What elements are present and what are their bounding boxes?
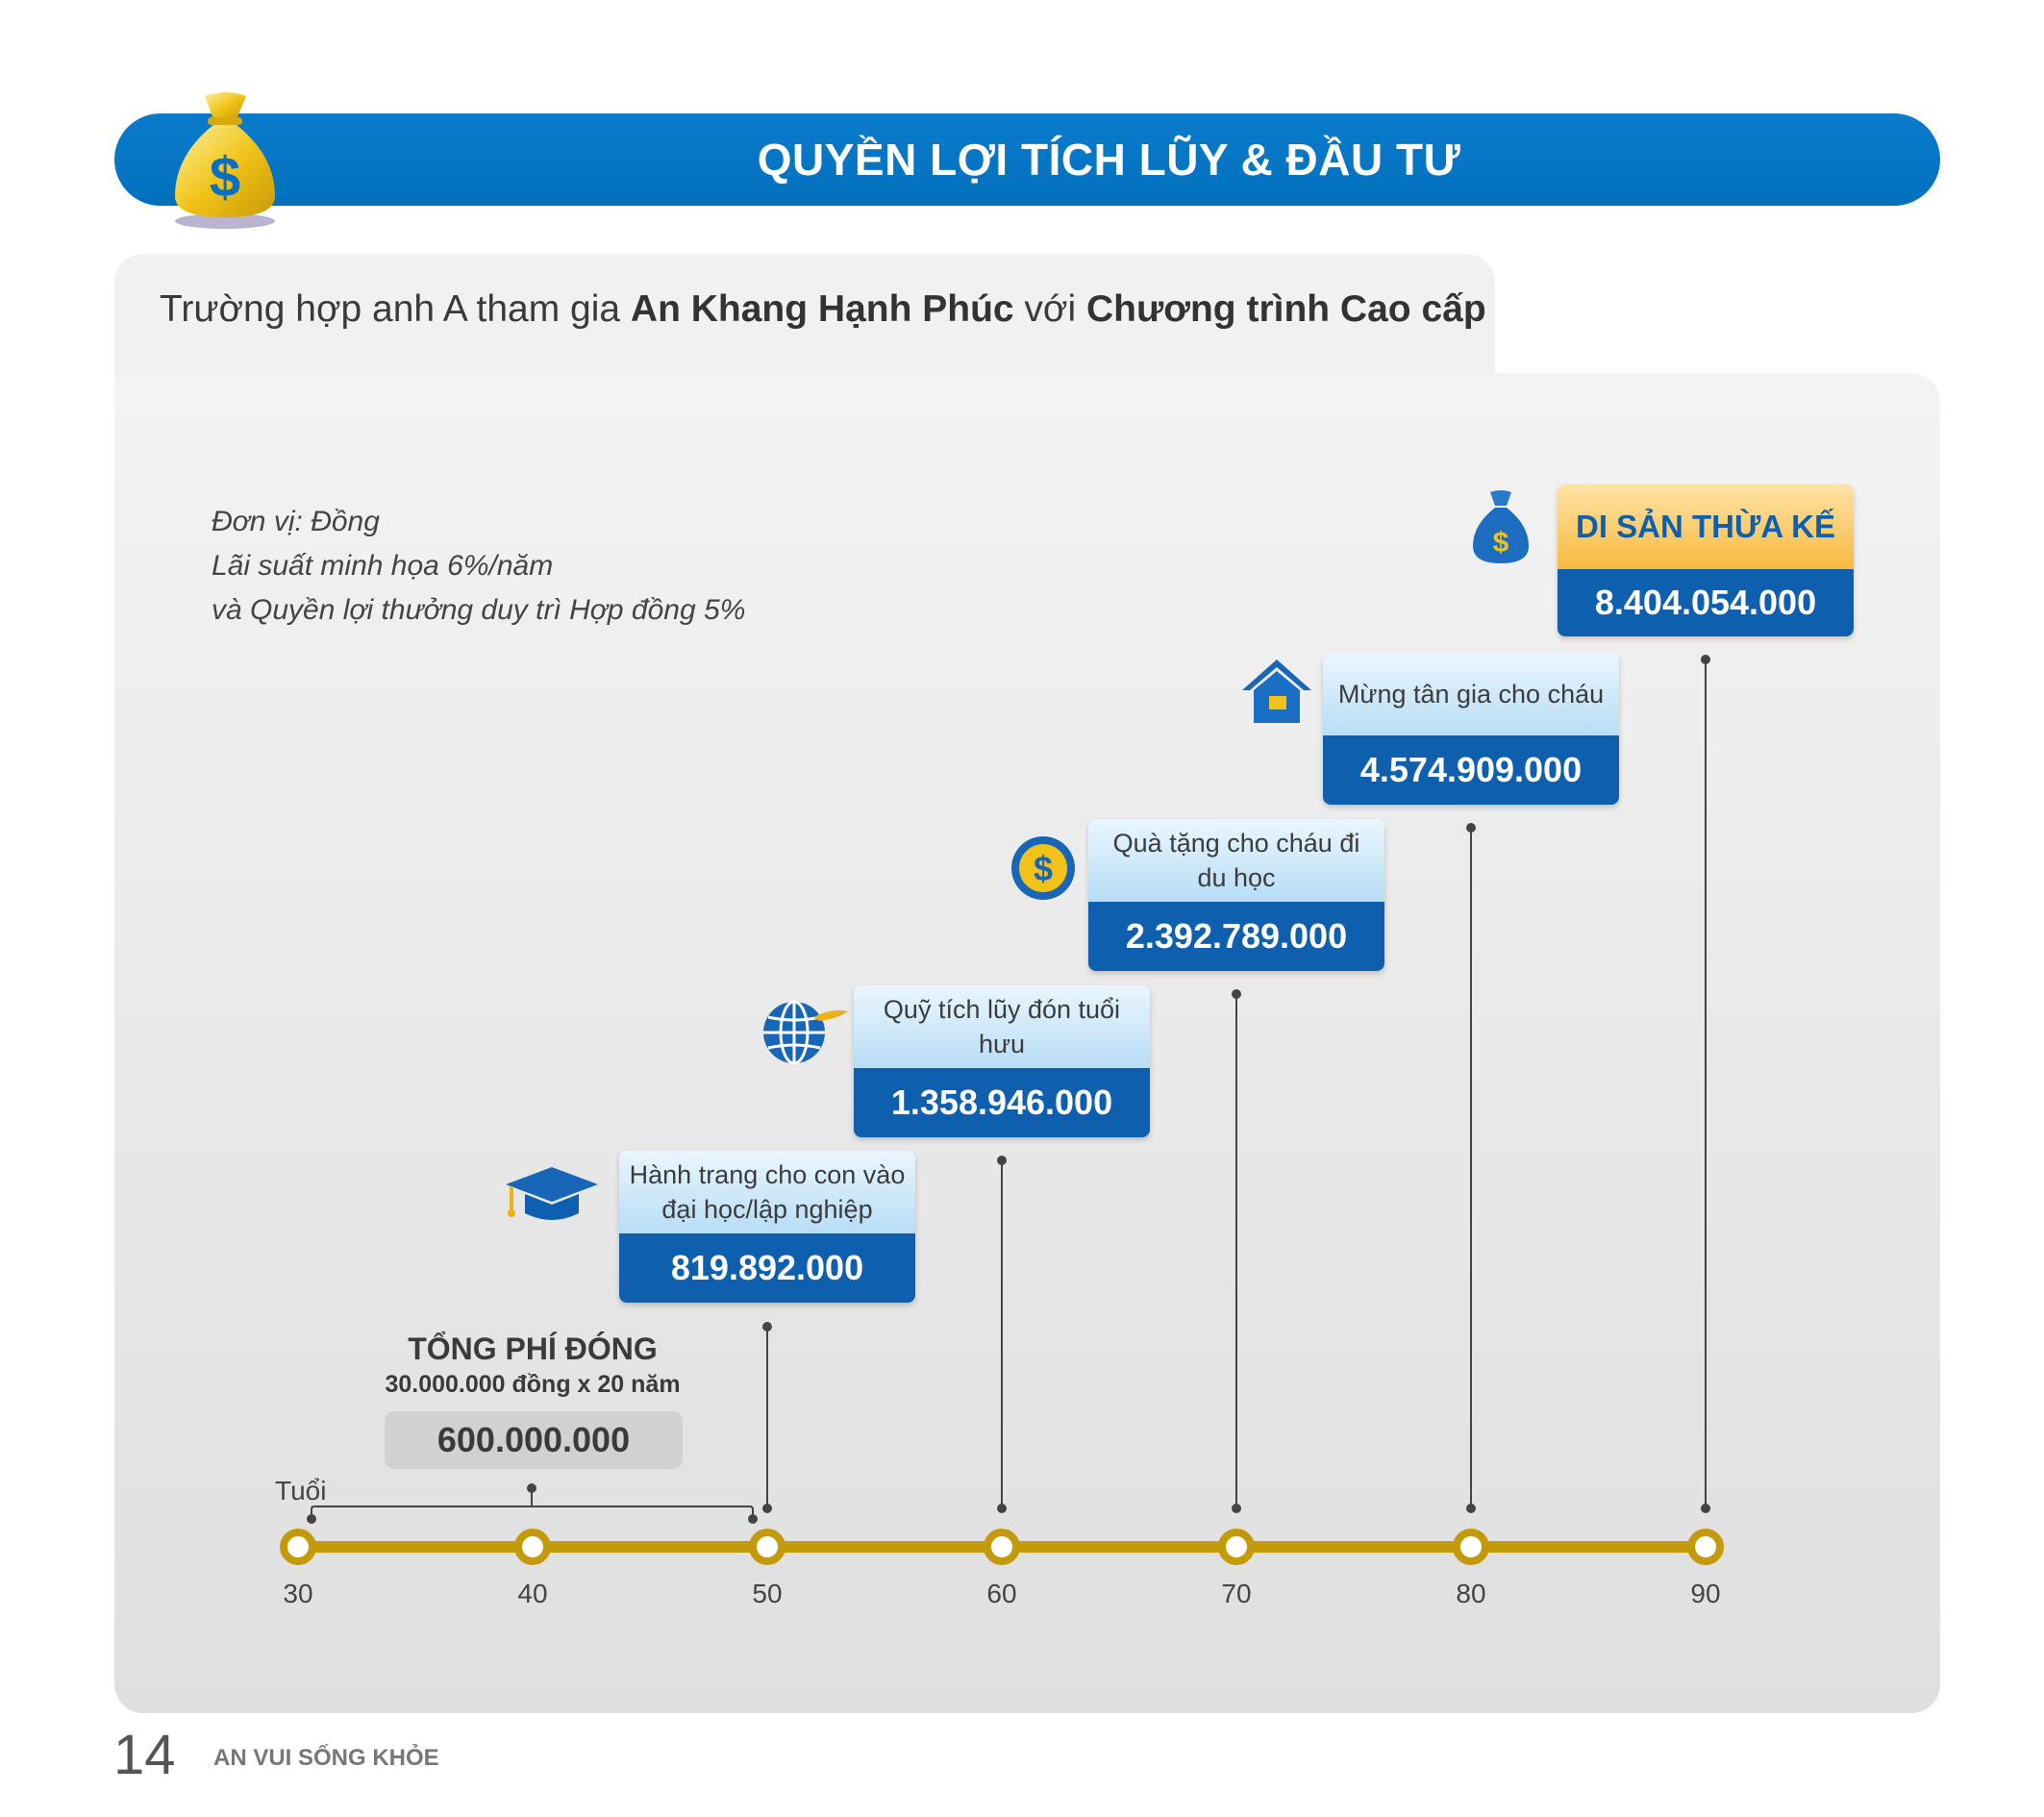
- benefit-value: 8.404.054.000: [1558, 569, 1854, 636]
- age-node-80: [1453, 1529, 1489, 1565]
- benefit-card-age-90: DI SẢN THỪA KẾ 8.404.054.000: [1558, 485, 1854, 636]
- rate-note: Lãi suất minh họa 6%/năm: [212, 550, 554, 582]
- age-node-90: [1687, 1529, 1724, 1565]
- age-label-90: 90: [1690, 1579, 1721, 1608]
- svg-text:$: $: [1493, 527, 1509, 559]
- benefit-label: Quỹ tích lũy đón tuổi hưu: [854, 985, 1150, 1068]
- connector-dot-60-bottom: [997, 1504, 1007, 1513]
- subtitle-middle: với: [1013, 288, 1087, 330]
- footer-brand: AN VUI SỐNG KHỎE: [213, 1745, 439, 1771]
- benefit-value: 1.358.946.000: [854, 1068, 1150, 1137]
- age-label-40: 40: [517, 1579, 548, 1608]
- benefit-value: 4.574.909.000: [1323, 735, 1619, 805]
- age-node-40: [514, 1529, 551, 1565]
- age-label-70: 70: [1221, 1579, 1252, 1608]
- unit-note: Đơn vị: Đồng: [212, 506, 380, 537]
- bonus-note: và Quyền lợi thưởng duy trì Hợp đồng 5%: [212, 594, 746, 626]
- subtitle-prefix: Trường hợp anh A tham gia: [160, 288, 631, 330]
- header-bar: [114, 113, 1940, 206]
- money-bag-icon: $: [1473, 490, 1529, 563]
- age-node-60: [984, 1529, 1020, 1565]
- program-name: Chương trình Cao cấp: [1086, 288, 1486, 330]
- total-premium-detail: 30.000.000 đồng x 20 năm: [385, 1371, 681, 1398]
- age-node-70: [1218, 1529, 1255, 1565]
- connector-dot-70-top: [1232, 989, 1241, 999]
- benefit-card-age-80: Mừng tân gia cho cháu 4.574.909.000: [1323, 653, 1619, 805]
- globe-plane-icon: [763, 1000, 848, 1065]
- age-label-30: 30: [283, 1579, 313, 1608]
- total-premium-value: 600.000.000: [385, 1411, 683, 1469]
- dollar-coin-icon: $: [1011, 836, 1075, 900]
- svg-text:$: $: [1034, 849, 1053, 888]
- connector-dot-80-bottom: [1466, 1504, 1476, 1513]
- benefit-label: Hành trang cho con vào đại học/lập nghiệ…: [619, 1151, 915, 1233]
- house-icon: [1242, 660, 1311, 723]
- product-name: An Khang Hạnh Phúc: [630, 288, 1014, 330]
- benefit-card-age-70: Quà tặng cho cháu đi du học 2.392.789.00…: [1088, 819, 1384, 971]
- connector-dot-70-bottom: [1232, 1504, 1241, 1513]
- benefit-label: Quà tặng cho cháu đi du học: [1088, 819, 1384, 902]
- benefit-value: 819.892.000: [619, 1233, 915, 1303]
- page-title: QUYỀN LỢI TÍCH LŨY & ĐẦU TƯ: [757, 135, 1461, 185]
- page-number: 14: [113, 1724, 176, 1786]
- age-node-30: [280, 1529, 316, 1565]
- age-label-50: 50: [752, 1579, 783, 1608]
- age-label-60: 60: [986, 1579, 1017, 1608]
- age-node-50: [749, 1529, 785, 1565]
- svg-text:$: $: [210, 146, 240, 209]
- connector-dot-90-top: [1701, 655, 1710, 664]
- subtitle-tab: [114, 254, 1495, 388]
- case-description: Trường hợp anh A tham gia An Khang Hạnh …: [160, 288, 1486, 331]
- gold-money-bag-icon: $: [175, 92, 275, 229]
- legacy-label: DI SẢN THỪA KẾ: [1558, 485, 1854, 569]
- connector-dot-50-top: [762, 1322, 772, 1332]
- benefit-label: Mừng tân gia cho cháu: [1323, 653, 1619, 735]
- total-premium-title: TỔNG PHÍ ĐÓNG: [408, 1332, 658, 1366]
- age-label-80: 80: [1456, 1579, 1486, 1608]
- age-axis-label: Tuổi: [275, 1476, 327, 1506]
- benefit-card-age-60: Quỹ tích lũy đón tuổi hưu 1.358.946.000: [854, 985, 1150, 1137]
- benefit-value: 2.392.789.000: [1088, 902, 1384, 971]
- connector-dot-50-bottom: [762, 1504, 772, 1513]
- graduation-cap-icon: [506, 1167, 598, 1220]
- connector-dot-80-top: [1466, 823, 1476, 833]
- benefit-card-age-50: Hành trang cho con vào đại học/lập nghiệ…: [619, 1151, 915, 1303]
- connector-dot-90-bottom: [1701, 1504, 1710, 1513]
- connector-dot-60-top: [997, 1156, 1007, 1165]
